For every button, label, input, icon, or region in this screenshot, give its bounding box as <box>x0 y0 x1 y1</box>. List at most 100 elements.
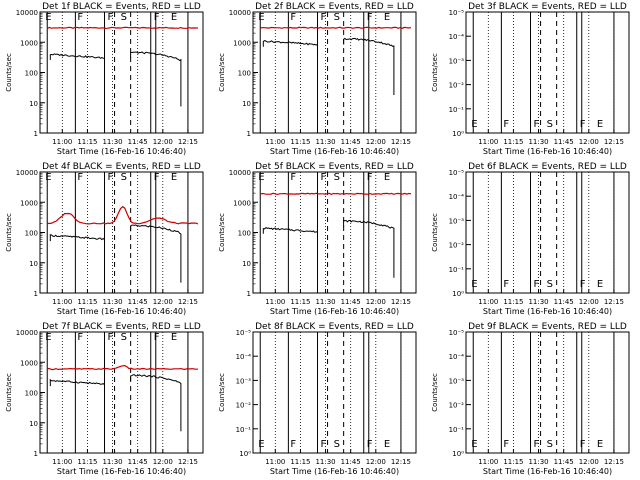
x-tick-label: 12:00 <box>366 458 386 466</box>
lld-rate-line <box>260 192 412 196</box>
plot-frame <box>39 331 204 454</box>
y-tick-label: 10⁻⁵ <box>449 169 465 177</box>
event-rate-line <box>130 374 182 432</box>
event-rate-line <box>343 219 395 278</box>
y-tick-label: 10 <box>29 420 38 428</box>
plot-frame <box>252 331 417 454</box>
y-tick-label: 10⁻⁵ <box>449 329 465 337</box>
y-tick-label: 10 <box>29 100 38 108</box>
x-axis-label: Start Time (16-Feb-16 10:46:40) <box>483 307 612 316</box>
x-axis-label: Start Time (16-Feb-16 10:46:40) <box>270 147 399 156</box>
panel-title: Det 5f BLACK = Events, RED = LLD <box>255 162 414 172</box>
y-tick-label: 10⁰ <box>452 290 464 298</box>
state-letter: E <box>384 12 390 23</box>
x-tick-label: 12:15 <box>604 298 624 306</box>
x-tick-label: 11:30 <box>528 298 548 306</box>
state-letter: F <box>290 439 296 450</box>
detector-panel-1: Det 1f BLACK = Events, RED = LLD Counts/s… <box>5 2 204 156</box>
state-letter: F <box>534 439 540 450</box>
panel-title: Det 6f BLACK = Events, RED = LLD <box>468 162 627 172</box>
state-letter: F <box>77 172 83 183</box>
x-tick-label: 11:00 <box>52 458 72 466</box>
event-rate-line <box>130 224 182 283</box>
state-letter: E <box>471 279 477 290</box>
x-tick-label: 12:15 <box>604 458 624 466</box>
state-letter: E <box>258 12 264 23</box>
state-letter: E <box>384 172 390 183</box>
y-axis-label: Counts/sec <box>5 373 13 412</box>
x-tick-label: 11:45 <box>554 138 574 146</box>
x-tick-label: 12:15 <box>178 298 198 306</box>
x-tick-label: 11:45 <box>128 138 148 146</box>
y-tick-label: 10⁰ <box>452 450 464 458</box>
x-tick-label: 11:00 <box>52 298 72 306</box>
y-tick-label: 100 <box>25 70 38 78</box>
y-tick-label: 100 <box>25 390 38 398</box>
x-tick-label: 11:45 <box>554 298 574 306</box>
y-tick-label: 10⁻³ <box>449 57 465 65</box>
state-letter: F <box>503 279 509 290</box>
x-tick-label: 11:30 <box>528 138 548 146</box>
state-letter: E <box>258 172 264 183</box>
y-tick-label: 10⁻³ <box>449 217 465 225</box>
panel-title: Det 1f BLACK = Events, RED = LLD <box>42 2 201 12</box>
state-letter: F <box>77 332 83 343</box>
x-tick-label: 11:30 <box>315 138 335 146</box>
y-tick-label: 10⁻⁴ <box>449 33 465 41</box>
x-tick-label: 11:15 <box>290 138 310 146</box>
y-tick-label: 1000 <box>233 199 251 207</box>
y-tick-label: 1000 <box>20 39 38 47</box>
lld-rate-line <box>47 205 199 225</box>
panel-title: Det 2f BLACK = Events, RED = LLD <box>255 2 414 12</box>
x-tick-label: 11:00 <box>265 458 285 466</box>
y-axis-label: Counts/sec <box>5 213 13 252</box>
x-tick-label: 11:30 <box>315 298 335 306</box>
x-tick-label: 11:30 <box>315 458 335 466</box>
x-tick-label: 12:00 <box>153 138 173 146</box>
y-tick-label: 1 <box>34 130 38 138</box>
y-tick-label: 10⁻¹ <box>449 266 465 274</box>
plot-frame <box>465 11 630 134</box>
x-tick-label: 11:15 <box>77 138 97 146</box>
x-tick-label: 11:45 <box>341 298 361 306</box>
x-axis-label: Start Time (16-Feb-16 10:46:40) <box>57 147 186 156</box>
y-tick-label: 10⁻⁵ <box>236 329 252 337</box>
event-rate-line <box>262 226 318 238</box>
x-tick-label: 11:00 <box>478 298 498 306</box>
y-tick-label: 10000 <box>16 169 38 177</box>
x-tick-label: 12:15 <box>178 458 198 466</box>
state-letter: F <box>77 12 83 23</box>
x-tick-label: 11:15 <box>290 458 310 466</box>
detector-panel-9: Det 9f BLACK = Events, RED = LLD Counts/s… <box>431 322 630 476</box>
state-letter: E <box>471 439 477 450</box>
state-letter: F <box>580 439 586 450</box>
state-letter: F <box>154 332 160 343</box>
state-letter: E <box>45 172 51 183</box>
detector-panel-5: Det 5f BLACK = Events, RED = LLD Counts/s… <box>218 162 417 316</box>
y-tick-label: 10⁻³ <box>449 377 465 385</box>
x-axis-label: Start Time (16-Feb-16 10:46:40) <box>57 467 186 476</box>
state-letter: E <box>597 439 603 450</box>
x-tick-label: 11:15 <box>77 298 97 306</box>
y-axis-label: Counts/sec <box>431 213 439 252</box>
y-tick-label: 10⁻¹ <box>236 426 252 434</box>
panel-title: Det 3f BLACK = Events, RED = LLD <box>468 2 627 12</box>
x-axis-label: Start Time (16-Feb-16 10:46:40) <box>270 307 399 316</box>
y-tick-label: 10⁻⁵ <box>449 9 465 17</box>
x-tick-label: 12:15 <box>391 298 411 306</box>
x-tick-label: 12:00 <box>579 298 599 306</box>
event-rate-line <box>49 53 105 64</box>
panel-title: Det 7f BLACK = Events, RED = LLD <box>42 322 201 332</box>
y-tick-label: 10⁻¹ <box>449 426 465 434</box>
state-letter: S <box>121 332 127 343</box>
y-tick-label: 10⁻⁴ <box>449 193 465 201</box>
state-letter: F <box>108 12 114 23</box>
y-tick-label: 100 <box>238 230 251 238</box>
y-tick-label: 10 <box>242 260 251 268</box>
x-axis-label: Start Time (16-Feb-16 10:46:40) <box>57 307 186 316</box>
x-tick-label: 11:30 <box>528 458 548 466</box>
state-letter: S <box>121 12 127 23</box>
x-tick-label: 11:15 <box>290 298 310 306</box>
x-tick-label: 11:00 <box>265 298 285 306</box>
y-axis-label: Counts/sec <box>5 53 13 92</box>
